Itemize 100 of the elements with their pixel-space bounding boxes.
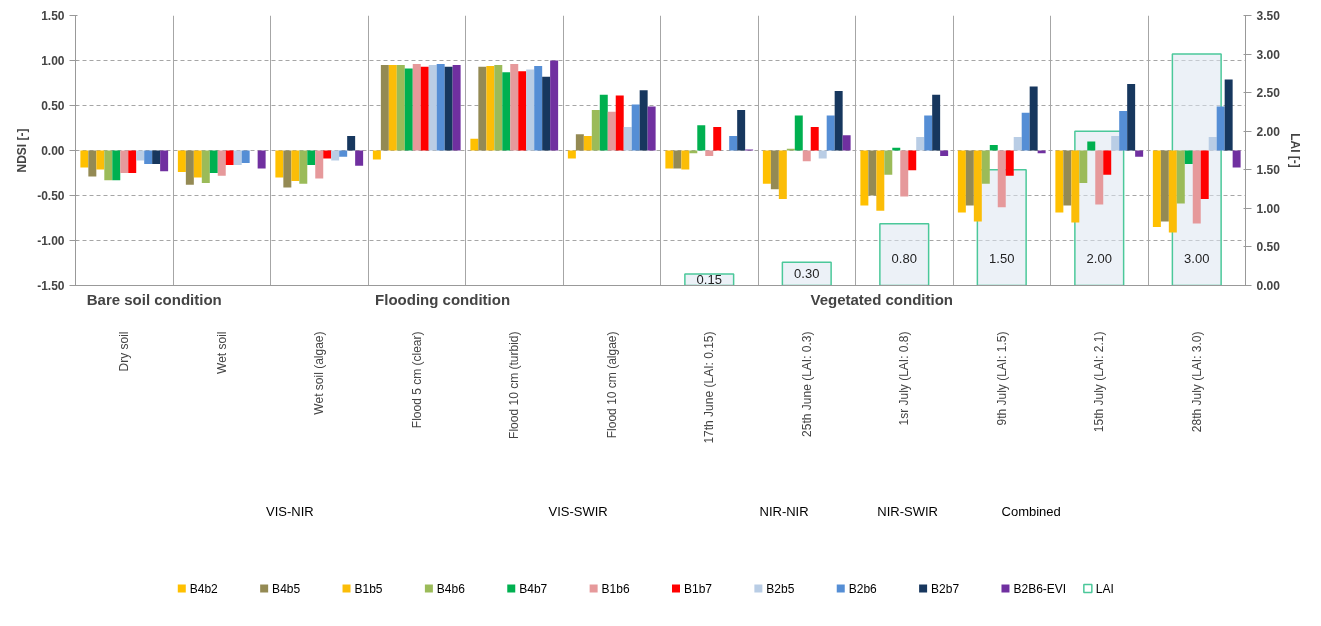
bar [802, 150, 811, 162]
bar [567, 150, 576, 159]
bar [591, 110, 600, 151]
bar [331, 150, 340, 161]
bar [396, 65, 405, 151]
bar [144, 150, 153, 164]
text: Vegetated condition [810, 291, 953, 308]
legend-label: LAI [1095, 581, 1114, 596]
y2-tick-label: 1.00 [1256, 201, 1281, 216]
bar [112, 150, 121, 181]
text: VIS-SWIR [548, 504, 608, 519]
y-tick-label: 0.50 [41, 99, 65, 113]
legend-label: B4b6 [436, 581, 466, 596]
bar [932, 94, 941, 151]
legend-label: B4b7 [519, 581, 548, 596]
bar [339, 150, 348, 157]
y-tick-label: 1.50 [41, 9, 65, 23]
bar [355, 150, 364, 166]
bar [900, 150, 909, 197]
legend-label: B1b5 [354, 581, 383, 596]
data-label: 0.30 [794, 266, 820, 282]
bar [575, 134, 584, 151]
bar [705, 150, 714, 156]
bar [826, 115, 835, 151]
bar [1103, 150, 1112, 175]
y2-tick-label: 0.00 [1256, 279, 1281, 293]
bar [380, 65, 389, 151]
bar [1160, 150, 1169, 222]
bar [347, 136, 356, 151]
legend-label: B2B6-EVI [1013, 581, 1067, 596]
text: NIR-SWIR [877, 504, 938, 519]
bar [892, 147, 901, 151]
bar [1021, 112, 1030, 151]
bar [526, 69, 535, 151]
y2-tick-label: 0.50 [1256, 240, 1281, 255]
y2-tick-label: 3.00 [1256, 47, 1281, 62]
bar [631, 104, 640, 151]
bar [80, 150, 89, 168]
bar [697, 125, 706, 151]
bar [436, 64, 445, 151]
bar [1192, 150, 1201, 224]
legend-label: B1b7 [683, 581, 713, 596]
text: Flooding condition [375, 291, 511, 308]
y2-tick-label: 2.50 [1256, 86, 1281, 101]
text: Combined [1001, 504, 1061, 519]
bar [209, 150, 218, 173]
bar [542, 76, 551, 151]
bar [372, 150, 381, 160]
bar [908, 150, 917, 171]
bar [104, 150, 113, 181]
bar [120, 150, 129, 173]
bar [1029, 86, 1038, 151]
bar [502, 72, 511, 151]
bar [494, 65, 503, 151]
bar [185, 150, 194, 185]
bar [241, 150, 250, 164]
y2-axis-title: LAI [-] [1287, 133, 1302, 168]
x-tick-label: Flood 5 cm (clear) [409, 331, 424, 429]
x-tick-label: Flood 10 cm (algae) [604, 331, 619, 439]
y-tick-label: -1.00 [37, 234, 65, 248]
bar [299, 150, 308, 184]
x-tick-label: 1sr July (LAI: 0.8) [897, 331, 912, 426]
bar [550, 60, 559, 151]
y-tick-label: -0.50 [37, 189, 65, 203]
bar [607, 111, 616, 151]
data-label: 0.80 [891, 251, 917, 266]
bar [1063, 150, 1072, 206]
bar [1184, 150, 1193, 164]
bar [152, 150, 161, 164]
bar [615, 95, 624, 151]
bar [275, 150, 284, 178]
legend-label: B2b7 [931, 581, 960, 596]
bar [876, 150, 885, 211]
data-label: 3.00 [1184, 251, 1210, 266]
bar [879, 223, 930, 286]
bar [1168, 150, 1177, 233]
bar [1127, 83, 1136, 151]
y2-tick-label: 1.50 [1256, 163, 1281, 178]
text: VIS-NIR [266, 504, 314, 519]
bar [257, 150, 266, 169]
bar [201, 150, 210, 183]
x-tick-label: 25th June (LAI: 0.3) [799, 331, 814, 437]
x-tick-label: 17th June (LAI: 0.15) [702, 331, 717, 444]
bar [177, 150, 186, 173]
bar [510, 64, 519, 151]
x-tick-label: 28th July (LAI: 3.0) [1189, 331, 1204, 433]
bar [486, 65, 495, 151]
bar [647, 106, 656, 151]
bar [981, 150, 990, 184]
bar [1095, 150, 1104, 205]
bar [997, 150, 1006, 208]
bar [388, 65, 397, 151]
x-tick-label: Wet soil (algae) [312, 331, 327, 415]
text: Bare soil condition [86, 291, 222, 308]
bar [884, 150, 893, 175]
bar [478, 66, 487, 151]
bar [940, 150, 949, 156]
legend-label: B4b5 [272, 581, 301, 596]
bar [1119, 110, 1128, 151]
bar [737, 110, 746, 151]
